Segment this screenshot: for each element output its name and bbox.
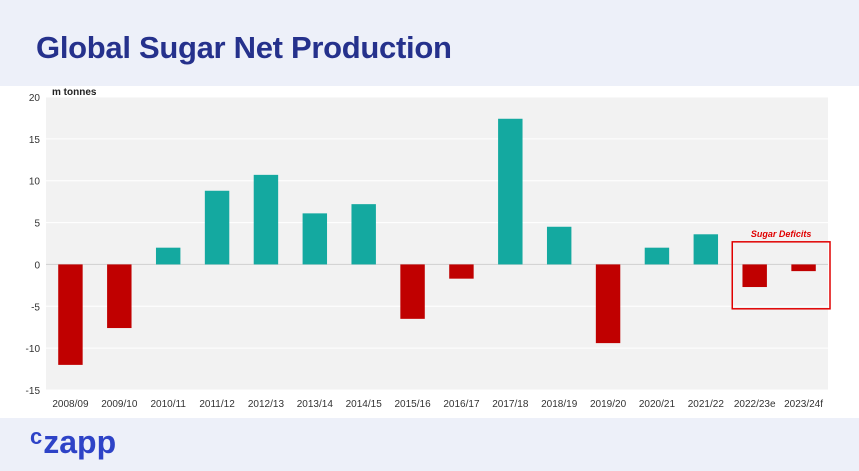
x-tick-label: 2010/11 — [150, 399, 186, 410]
bar-2008-09 — [58, 264, 83, 365]
bar-2013-14 — [302, 213, 328, 265]
bar-2016-17 — [449, 264, 474, 279]
x-tick-label: 2008/09 — [52, 399, 89, 410]
bar-2012-13 — [253, 174, 279, 265]
y-tick-label: -10 — [26, 344, 41, 355]
bar-2011-12 — [204, 190, 230, 265]
bar-2010-11 — [155, 247, 181, 265]
y-tick-label: 0 — [34, 260, 40, 271]
bar-2021-22 — [693, 234, 719, 265]
y-axis-ticks: -15 -10 -5 0 5 10 15 20 — [26, 93, 41, 397]
y-tick-label: 5 — [34, 219, 40, 230]
gridlines — [46, 96, 828, 391]
annotation-box — [731, 241, 831, 310]
czapp-logo: czapp — [30, 424, 117, 460]
bars — [58, 118, 816, 365]
x-tick-label: 2023/24f — [784, 399, 823, 410]
x-tick-label: 2016/17 — [443, 399, 480, 410]
y-tick-label: -15 — [26, 386, 41, 397]
chart-container: -15 -10 -5 0 5 10 15 20 2008/09 2009/10 2010/11 20… — [0, 86, 859, 418]
x-tick-label: 2011/12 — [199, 399, 235, 410]
bar-2020-21 — [644, 247, 670, 265]
x-tick-label: 2014/15 — [346, 399, 383, 410]
bar-2017-18 — [498, 118, 523, 265]
y-tick-label: 10 — [29, 177, 41, 188]
bar-2022-23e — [742, 264, 767, 288]
x-tick-label: 2021/22 — [688, 399, 725, 410]
annotation-text: Sugar Deficits — [751, 229, 812, 239]
x-tick-label: 2018/19 — [541, 399, 578, 410]
y-tick-label: 20 — [29, 93, 41, 104]
y-tick-label: -5 — [31, 302, 40, 313]
unit-label: m tonnes — [52, 87, 97, 98]
x-axis-ticks: 2008/09 2009/10 2010/11 2011/12 2012/13 2013/… — [52, 399, 823, 410]
x-tick-label: 2009/10 — [101, 399, 138, 410]
bar-2018-19 — [546, 226, 572, 265]
x-tick-label: 2017/18 — [492, 399, 529, 410]
bar-2023-24f — [791, 264, 816, 272]
y-tick-label: 15 — [29, 135, 41, 146]
x-tick-label: 2013/14 — [297, 399, 334, 410]
sugar-deficits-annotation: Sugar Deficits — [731, 229, 831, 310]
x-tick-label: 2020/21 — [639, 399, 676, 410]
bar-2009-10 — [107, 264, 132, 329]
x-tick-label: 2015/16 — [394, 399, 431, 410]
bar-2014-15 — [351, 204, 376, 265]
page-title: Global Sugar Net Production — [36, 30, 452, 65]
bar-2019-20 — [595, 264, 621, 344]
bar-2015-16 — [400, 264, 425, 319]
x-tick-label: 2012/13 — [248, 399, 285, 410]
x-tick-label: 2022/23e — [734, 399, 776, 410]
x-tick-label: 2019/20 — [590, 399, 627, 410]
